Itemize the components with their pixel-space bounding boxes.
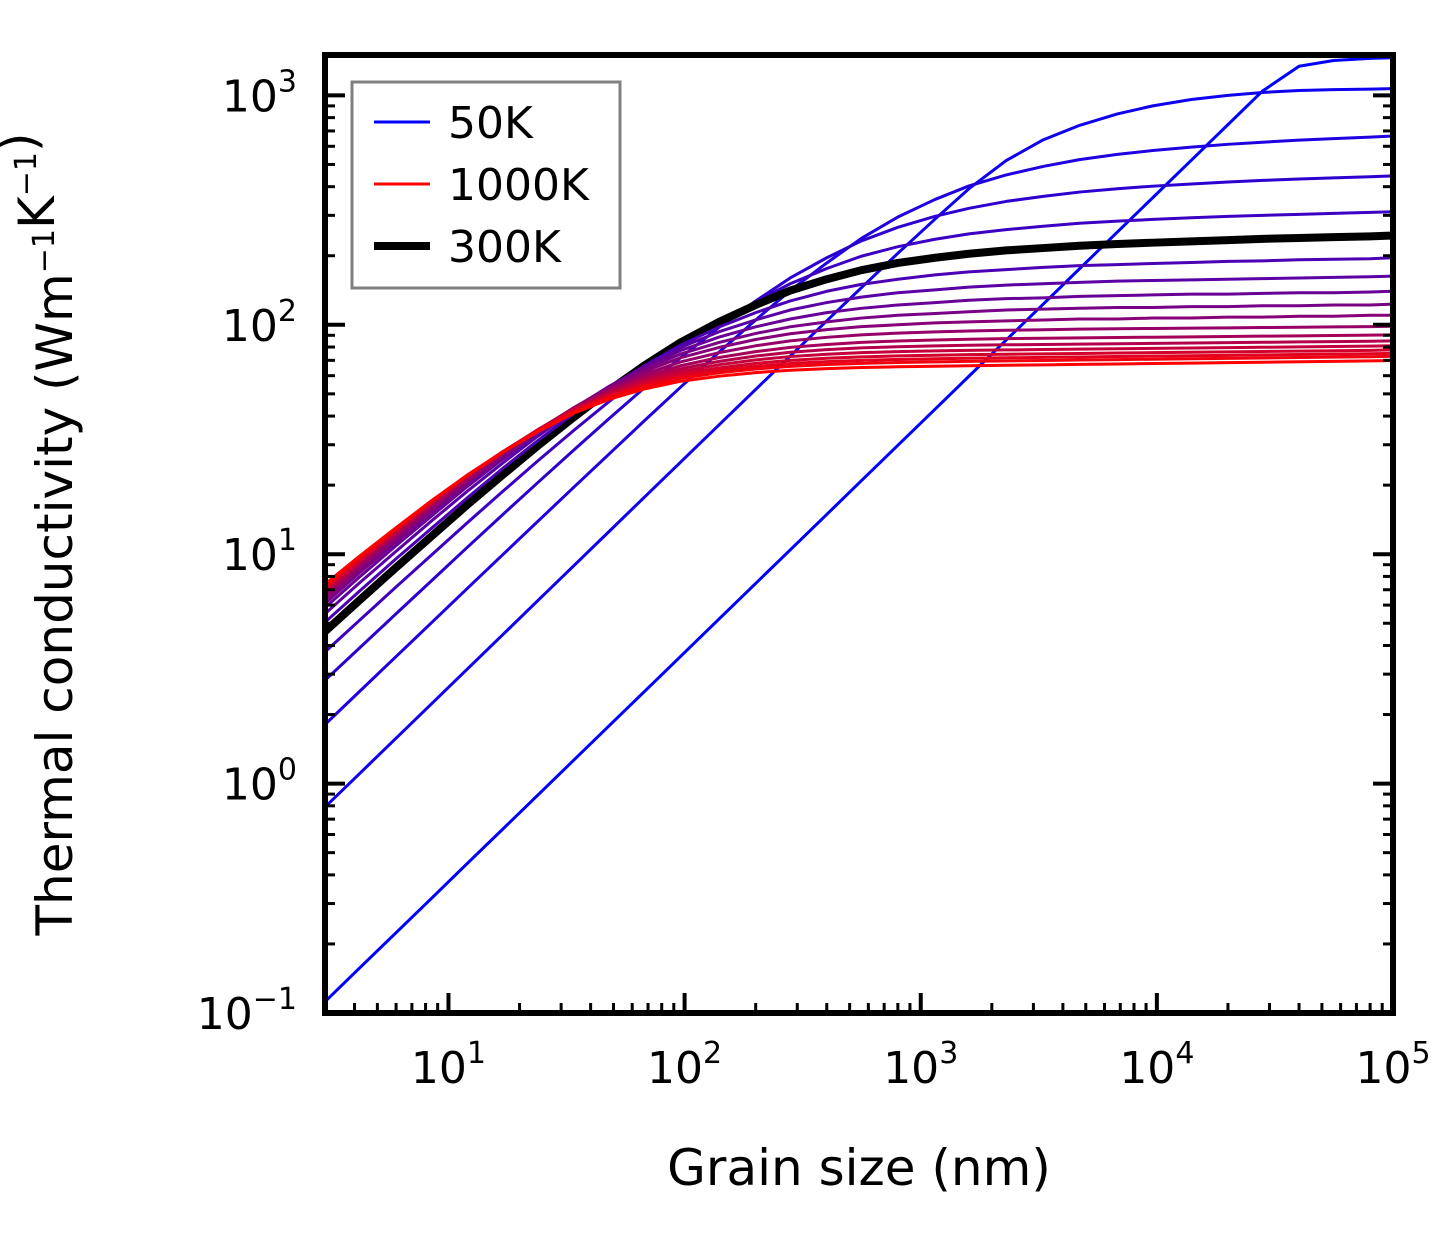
y-tick-mantissa: 10 bbox=[197, 989, 253, 1040]
y-tick-exponent: 1 bbox=[278, 523, 297, 558]
y-tick-exponent: 2 bbox=[278, 294, 297, 329]
y-axis-title-part: ) bbox=[0, 133, 48, 153]
series-line-450K bbox=[325, 289, 1393, 609]
x-tick-mantissa: 10 bbox=[1355, 1043, 1411, 1094]
y-tick-exponent: 3 bbox=[278, 64, 297, 99]
y-tick-mantissa: 10 bbox=[222, 301, 278, 352]
series-line-100K bbox=[325, 87, 1393, 809]
series-line-150K bbox=[325, 134, 1393, 726]
plot-area bbox=[325, 56, 1393, 1003]
y-axis-title-part: K bbox=[8, 195, 66, 229]
y-axis-title-part: −1 bbox=[27, 229, 62, 273]
series-line-50K bbox=[325, 56, 1393, 1003]
y-tick-label: 102 bbox=[222, 294, 297, 352]
x-tick-label: 103 bbox=[883, 1036, 958, 1094]
series-line-200K bbox=[325, 174, 1393, 682]
legend-label-50K: 50K bbox=[448, 98, 534, 149]
legend: 50K 1000K 300K bbox=[350, 80, 622, 290]
y-tick-label: 103 bbox=[222, 64, 297, 122]
series-line-350K bbox=[325, 256, 1393, 624]
series-line-250K bbox=[325, 210, 1393, 654]
x-axis-title: Grain size (nm) bbox=[667, 1139, 1051, 1197]
x-tick-label: 105 bbox=[1355, 1036, 1430, 1094]
x-tick-mantissa: 10 bbox=[883, 1043, 939, 1094]
series-line-400K bbox=[325, 274, 1393, 615]
x-tick-label: 104 bbox=[1119, 1036, 1194, 1094]
axes-frame bbox=[322, 52, 1396, 1016]
x-tick-exponent: 3 bbox=[939, 1036, 958, 1071]
y-axis-title-part: Thermal conductivity (Wm bbox=[26, 273, 84, 936]
y-tick-label: 100 bbox=[222, 753, 297, 811]
x-tick-exponent: 5 bbox=[1411, 1036, 1430, 1071]
x-tick-label: 101 bbox=[411, 1036, 486, 1094]
y-tick-label: 10−1 bbox=[197, 982, 297, 1040]
y-tick-mantissa: 10 bbox=[222, 530, 278, 581]
x-tick-mantissa: 10 bbox=[1119, 1043, 1175, 1094]
x-tick-exponent: 1 bbox=[467, 1036, 486, 1071]
x-tick-mantissa: 10 bbox=[647, 1043, 703, 1094]
series-line-1000K bbox=[325, 358, 1393, 586]
x-tick-exponent: 4 bbox=[1175, 1036, 1194, 1071]
legend-label-1000K: 1000K bbox=[448, 160, 590, 211]
legend-label-300K: 300K bbox=[448, 222, 562, 273]
x-tick-label: 102 bbox=[647, 1036, 722, 1094]
y-tick-label: 101 bbox=[222, 523, 297, 581]
y-tick-mantissa: 10 bbox=[222, 760, 278, 811]
x-tick-exponent: 2 bbox=[703, 1036, 722, 1071]
y-tick-exponent: −1 bbox=[253, 982, 297, 1017]
series-line-300K bbox=[325, 231, 1393, 635]
x-tick-mantissa: 10 bbox=[411, 1043, 467, 1094]
y-tick-exponent: 0 bbox=[278, 753, 297, 788]
y-axis-title: Thermal conductivity (Wm−1K−1) bbox=[0, 133, 84, 937]
y-axis-title-part: −1 bbox=[9, 152, 44, 196]
y-tick-mantissa: 10 bbox=[222, 71, 278, 122]
